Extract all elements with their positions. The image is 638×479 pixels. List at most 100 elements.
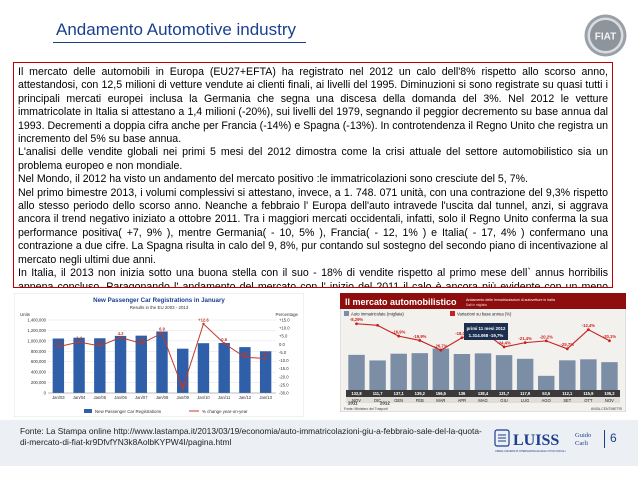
chart1-y2tick: +10.0 bbox=[279, 326, 290, 331]
chart1-y2tick: -30.0 bbox=[279, 391, 289, 396]
chart1-bar bbox=[259, 351, 272, 393]
chart2-pct-label: -20,1% bbox=[603, 334, 617, 339]
chart1-legend-line: % change year-on-year bbox=[202, 409, 248, 414]
chart1-xtick: Jan/04 bbox=[73, 395, 86, 400]
page-number-separator bbox=[604, 430, 605, 448]
chart2-category: NOV bbox=[605, 398, 614, 403]
chart1-xtick: Jan/08 bbox=[156, 395, 169, 400]
chart2-value-label: 137,1 bbox=[394, 391, 405, 396]
luiss-carli: Carli bbox=[575, 440, 588, 447]
chart2-pct-point bbox=[460, 336, 464, 340]
chart2-bar bbox=[432, 348, 450, 390]
chart1-ytick: 0 bbox=[44, 391, 47, 396]
chart1-bar bbox=[94, 338, 106, 393]
fiat-logo: FIAT bbox=[584, 14, 627, 57]
chart1-pct-label: 6.9 bbox=[159, 327, 165, 332]
chart1-bar bbox=[218, 342, 230, 393]
chart1-pct-point bbox=[57, 345, 60, 348]
chart1-pct-point bbox=[140, 342, 143, 345]
chart2-year-2011: 2011 bbox=[348, 401, 358, 406]
chart2-value-label: 53,5 bbox=[542, 391, 551, 396]
chart1-pct-point bbox=[160, 331, 164, 335]
chart1-pct-label: -1.0 bbox=[96, 339, 104, 344]
chart2-bar bbox=[516, 358, 534, 390]
chart2-value-label: 131,7 bbox=[499, 391, 510, 396]
chart1-ytick: 400,000 bbox=[31, 370, 47, 375]
chart2-pct-label: -8,29% bbox=[350, 317, 364, 322]
chart1-legend-bars: New Passenger Car Registrations bbox=[95, 409, 162, 414]
chart1-pct-label: 0.6 bbox=[221, 337, 227, 342]
paragraph-bimester-2013: Nel primo bimestre 2013, i volumi comple… bbox=[18, 186, 608, 266]
chart2-value-label: 112,1 bbox=[562, 391, 573, 396]
chart1-bar bbox=[177, 348, 189, 393]
chart1-y2tick: -10.0 bbox=[279, 358, 289, 363]
chart1-bar bbox=[52, 338, 65, 393]
chart1-y2tick: -15.0 bbox=[279, 366, 289, 371]
chart2-category: AGO bbox=[542, 398, 551, 403]
chart2-category: MAR bbox=[436, 398, 445, 403]
chart1-xtick: Jan/13 bbox=[259, 395, 272, 400]
chart2-legend-pct: Variazioni su base annua (%) bbox=[457, 312, 512, 317]
chart2-value-label: 136 bbox=[459, 391, 467, 396]
chart2-pct-label: -24,4% bbox=[497, 340, 511, 345]
chart2-pct-label: -25,7% bbox=[561, 342, 575, 347]
chart2-bar bbox=[538, 375, 555, 390]
eu-registrations-chart: New Passenger Car Registrations in Janua… bbox=[14, 293, 304, 417]
chart2-bar bbox=[369, 360, 386, 390]
chart2-value-label: 105,2 bbox=[604, 391, 615, 396]
chart2-pct-point bbox=[502, 345, 506, 349]
chart2-category: APR bbox=[458, 398, 466, 403]
chart1-y2tick: +5.0 bbox=[279, 334, 288, 339]
chart1-bar bbox=[156, 331, 168, 393]
chart1-pct-point bbox=[264, 357, 267, 360]
chart2-pct-point bbox=[608, 339, 611, 343]
luiss-caption: LIBERA UNIVERSITÀ INTERNAZIONALE DEGLI S… bbox=[495, 450, 566, 453]
chart1-pct-point bbox=[243, 356, 247, 359]
chart2-category: FEB bbox=[416, 398, 424, 403]
chart2-pct-point bbox=[355, 322, 358, 326]
chart1-xtick: Jan/06 bbox=[114, 395, 127, 400]
chart2-pct-point bbox=[376, 323, 380, 327]
chart1-y2tick: -5.0 bbox=[279, 350, 287, 355]
luiss-logo: LUISS Guido Carli LIBERA UNIVERSITÀ INTE… bbox=[494, 429, 591, 453]
chart2-category: OTT bbox=[584, 398, 593, 403]
chart1-pct-point bbox=[202, 322, 205, 326]
chart2-bar bbox=[559, 360, 576, 390]
chart1-y2tick: +15.0 bbox=[279, 318, 290, 323]
chart2-pct-point bbox=[586, 328, 590, 332]
chart1-xtick: Jan/11 bbox=[218, 395, 231, 400]
chart2-source: Fonte: Ministero dei Trasporti bbox=[344, 407, 388, 411]
chart2-pct-point bbox=[565, 347, 569, 351]
chart1-pct-label: -8.7 bbox=[262, 352, 270, 357]
chart1-bar bbox=[135, 335, 147, 393]
chart1-y2tick: 0.0 bbox=[279, 342, 285, 347]
chart2-pct-label: -12,4% bbox=[582, 323, 596, 328]
chart2-callout-label: primi 11 mesi 2012 bbox=[467, 326, 506, 331]
chart1-y2tick: -20.0 bbox=[279, 374, 289, 379]
chart1-y2label: Percentage bbox=[276, 312, 299, 317]
paragraph-europe-market: Il mercato delle automobili in Europa (E… bbox=[18, 66, 608, 146]
chart1-pct-point bbox=[98, 344, 102, 348]
chart2-category: GIU bbox=[500, 398, 507, 403]
chart2-pct-label: -21,4% bbox=[519, 336, 533, 341]
chart2-category-strip bbox=[346, 397, 620, 403]
chart1-ytick: 1,200,000 bbox=[27, 328, 46, 333]
chart1-pct-label: -1.5 bbox=[55, 340, 63, 345]
chart1-xtick: Jan/09 bbox=[176, 395, 189, 400]
chart2-value-label: 156,5 bbox=[436, 391, 447, 396]
chart2-pct-label: -18,0% bbox=[455, 331, 469, 336]
chart2-year-2012: 2012 bbox=[380, 401, 390, 406]
chart1-pct-label: 0.5 bbox=[138, 337, 144, 342]
chart1-pct-label: -27.2 bbox=[178, 382, 188, 387]
chart2-category: DIC bbox=[374, 398, 381, 403]
chart2-note: Dati in migliaia bbox=[466, 303, 487, 307]
chart2-value-label: 139,2 bbox=[415, 391, 426, 396]
chart2-bar bbox=[474, 353, 492, 390]
chart2-pct-label: -16,9% bbox=[392, 330, 406, 335]
chart1-bar bbox=[197, 343, 210, 393]
luiss-emblem bbox=[494, 429, 510, 447]
chart2-pct-point bbox=[544, 339, 548, 343]
chart2-category: NOV bbox=[352, 398, 361, 403]
paragraph-italy-2013: In Italia, il 2013 non inizia sotto una … bbox=[18, 267, 608, 288]
chart1-ylabel: Units bbox=[20, 312, 31, 317]
